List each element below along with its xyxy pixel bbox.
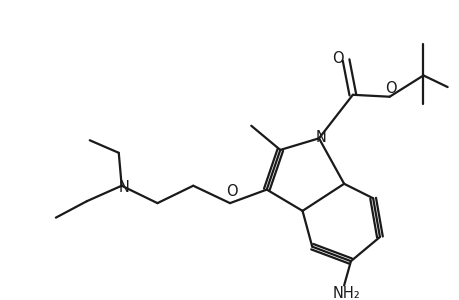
Text: O: O [384,82,396,97]
Text: NH₂: NH₂ [331,286,359,300]
Text: N: N [315,130,325,145]
Text: O: O [226,184,237,199]
Text: N: N [118,180,129,195]
Text: O: O [332,50,343,65]
